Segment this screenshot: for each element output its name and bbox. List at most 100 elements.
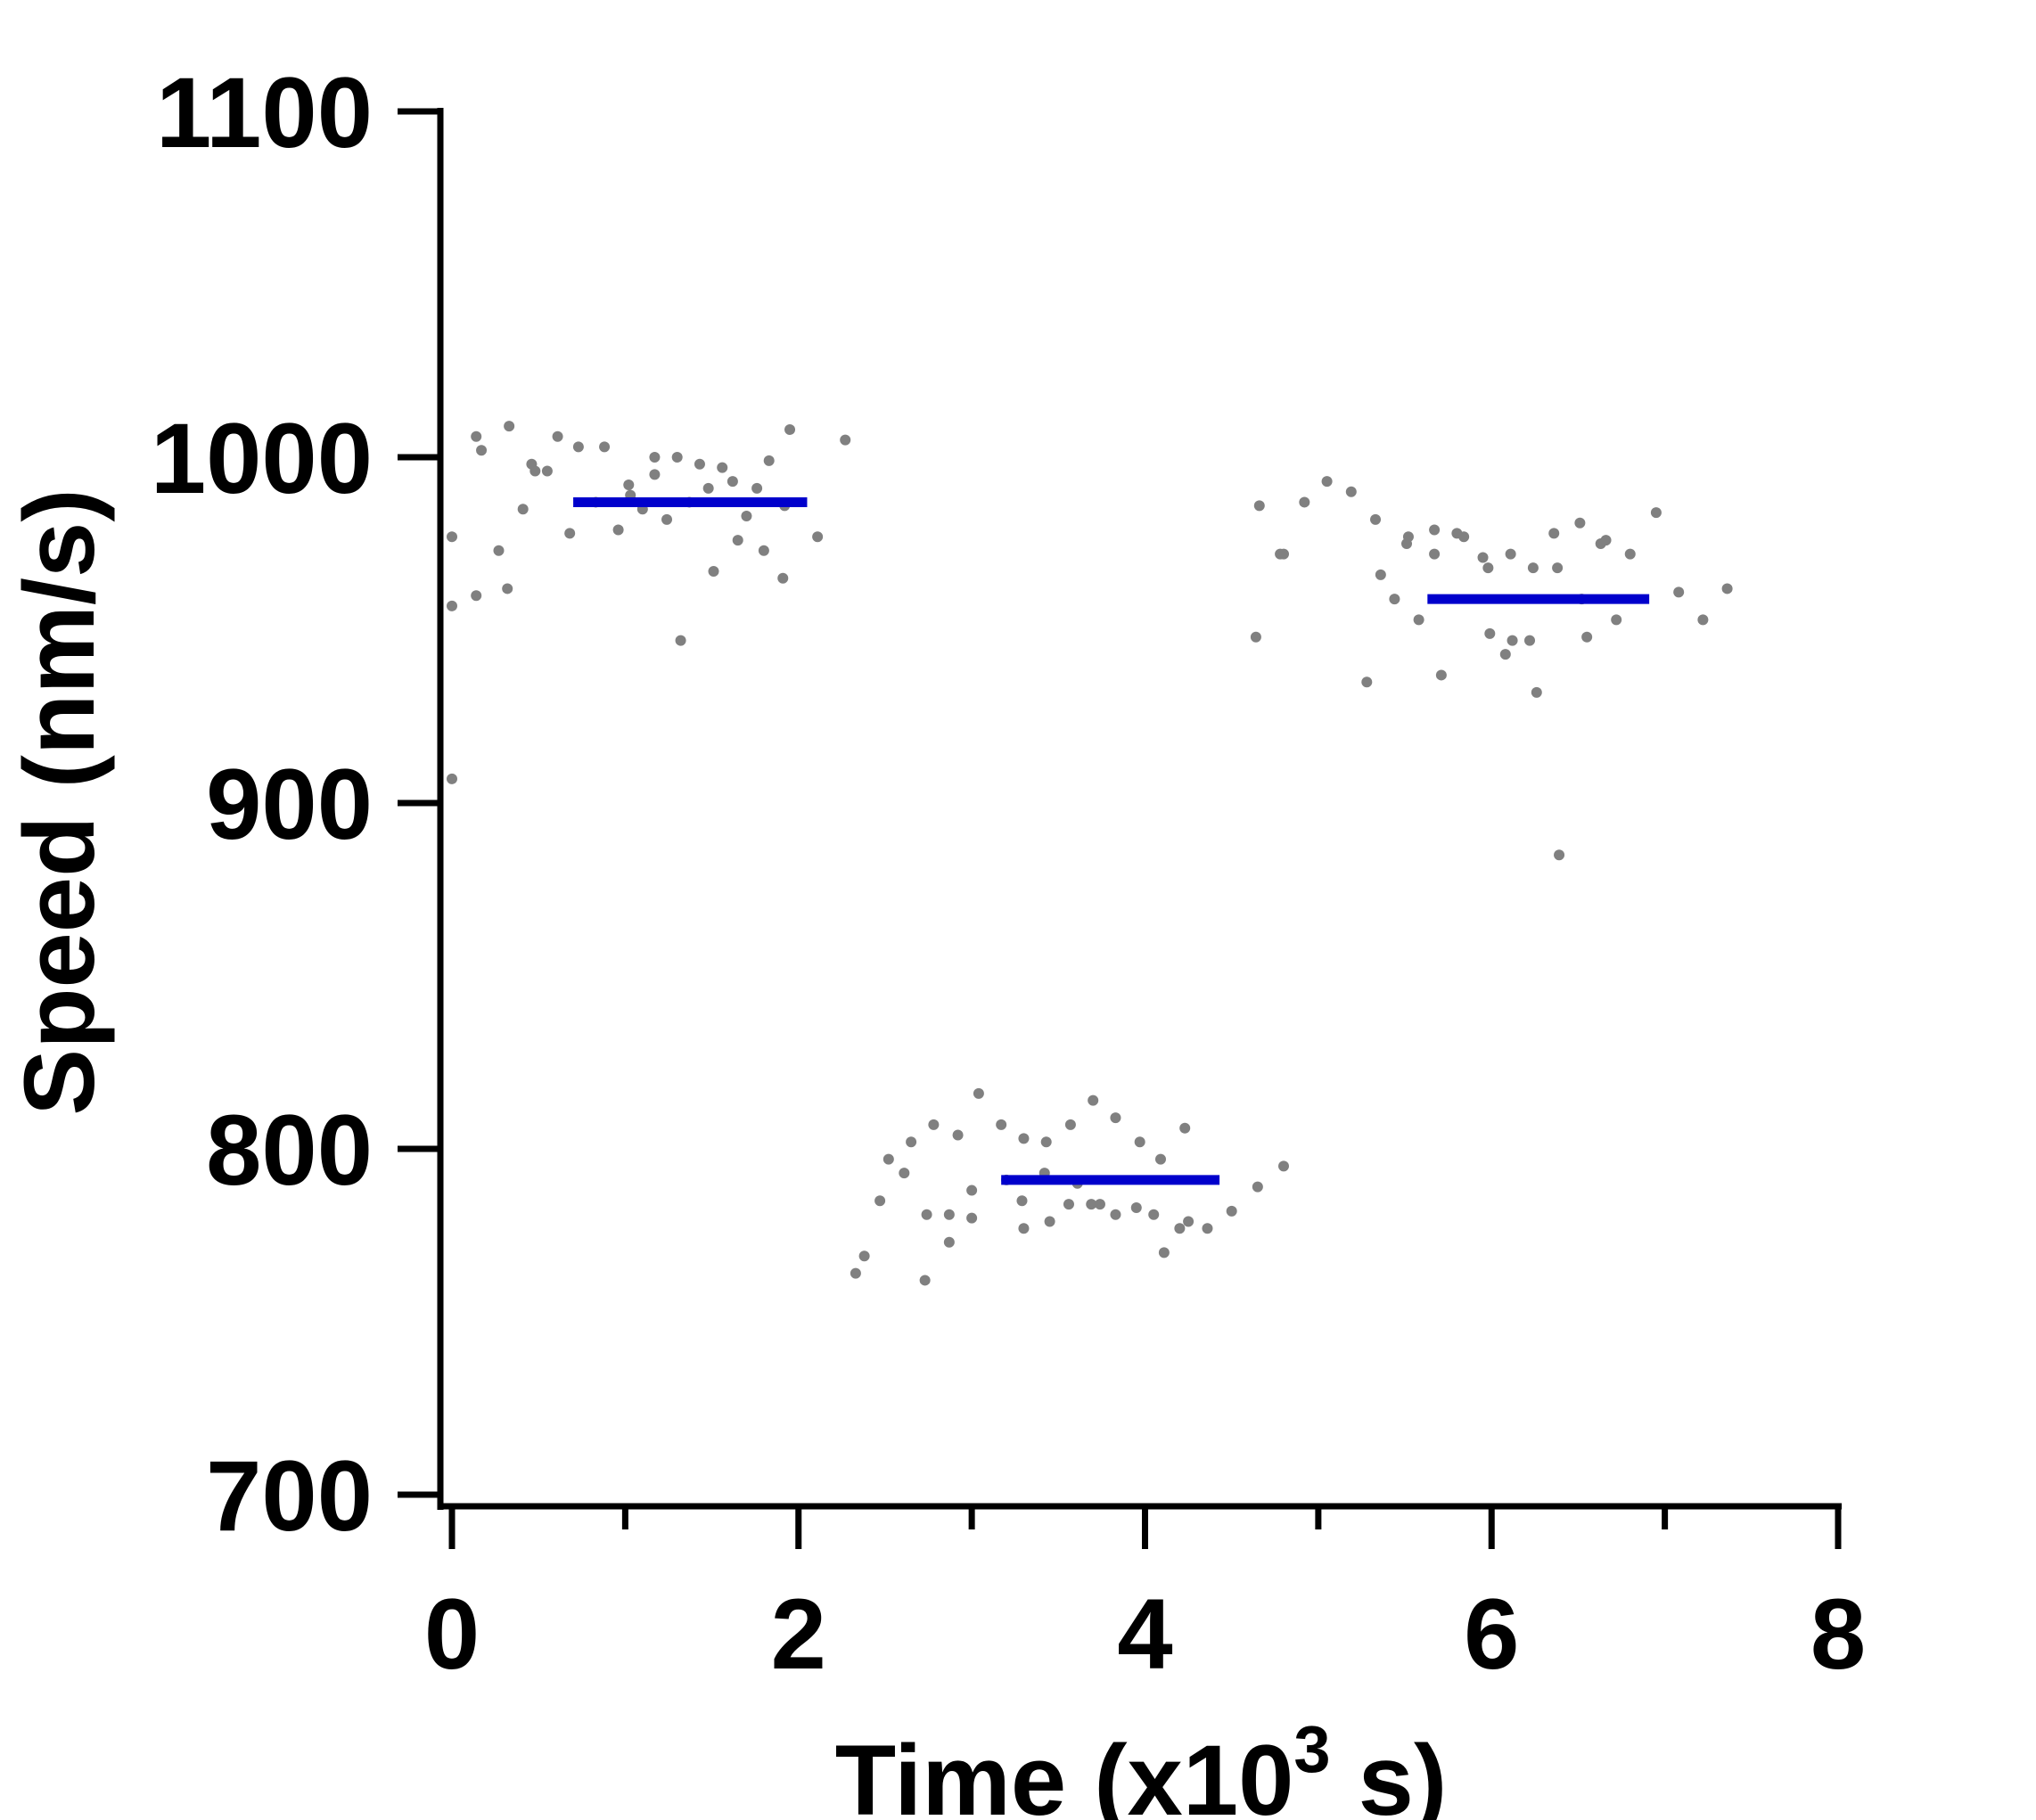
y-tick-label: 700 xyxy=(206,1440,373,1552)
data-point xyxy=(1158,1247,1170,1258)
data-point xyxy=(541,465,553,477)
data-point xyxy=(1673,586,1685,598)
x-tick-label: 8 xyxy=(1810,1578,1866,1690)
data-point xyxy=(694,458,705,470)
data-point xyxy=(858,1250,870,1262)
data-point xyxy=(717,462,728,473)
data-point xyxy=(996,1119,1007,1130)
data-point xyxy=(1429,524,1441,536)
data-point xyxy=(447,600,457,611)
data-point xyxy=(1250,631,1261,643)
data-point xyxy=(1202,1223,1213,1234)
data-point xyxy=(1278,548,1289,560)
data-point xyxy=(943,1209,955,1220)
data-point xyxy=(1183,1216,1195,1227)
data-point xyxy=(727,476,738,488)
data-point xyxy=(447,773,457,784)
data-point xyxy=(1611,614,1622,626)
data-point xyxy=(476,445,488,456)
data-point xyxy=(1527,562,1539,574)
data-point xyxy=(612,524,624,536)
data-point xyxy=(1154,1153,1166,1165)
y-tick-label: 1100 xyxy=(156,57,373,168)
data-point xyxy=(1524,635,1536,646)
data-point xyxy=(649,452,661,463)
data-point xyxy=(1179,1122,1191,1134)
data-point xyxy=(1018,1133,1030,1144)
data-point xyxy=(564,528,576,539)
data-point xyxy=(1016,1195,1028,1207)
data-point xyxy=(874,1195,886,1207)
data-point xyxy=(1552,562,1564,574)
data-point xyxy=(1299,496,1310,508)
data-point xyxy=(840,434,851,446)
data-point xyxy=(973,1087,984,1099)
data-point xyxy=(812,531,824,543)
data-point xyxy=(1581,631,1593,643)
data-point xyxy=(1554,849,1565,861)
data-point xyxy=(732,535,743,546)
data-point xyxy=(1429,548,1441,560)
y-tick-label: 900 xyxy=(206,749,373,860)
data-point xyxy=(1600,535,1612,546)
data-point xyxy=(741,510,752,521)
y-tick-label: 1000 xyxy=(151,403,373,514)
data-point xyxy=(1389,594,1400,605)
data-point xyxy=(1063,1199,1074,1210)
x-axis-title: Time (x103 s) xyxy=(835,1712,1448,1820)
y-tick-label: 800 xyxy=(206,1094,373,1206)
data-point xyxy=(906,1136,917,1148)
data-point xyxy=(1148,1209,1160,1220)
data-point xyxy=(1505,548,1516,560)
data-point xyxy=(671,452,683,463)
data-point xyxy=(1624,548,1636,560)
data-point xyxy=(623,480,635,491)
data-point xyxy=(763,455,775,466)
data-point xyxy=(552,430,563,442)
data-point xyxy=(1345,486,1357,497)
data-point xyxy=(493,545,505,556)
data-point xyxy=(1134,1136,1145,1148)
data-point xyxy=(919,1275,931,1286)
data-point xyxy=(661,513,673,525)
mean-lines xyxy=(573,496,1650,1185)
data-point xyxy=(708,566,719,578)
data-point xyxy=(1174,1223,1186,1234)
data-point xyxy=(952,1129,964,1141)
data-point xyxy=(758,545,769,556)
data-point xyxy=(1499,649,1511,660)
data-point xyxy=(1482,562,1494,574)
data-point xyxy=(675,635,686,646)
data-point xyxy=(1278,1160,1289,1172)
x-tick-label: 6 xyxy=(1464,1578,1519,1690)
data-point xyxy=(1018,1223,1030,1234)
data-point xyxy=(447,531,457,543)
data-point xyxy=(1402,531,1414,543)
data-point xyxy=(1086,1199,1097,1210)
data-point xyxy=(1697,614,1709,626)
data-point xyxy=(1044,1216,1055,1227)
data-point xyxy=(649,469,661,480)
data-point xyxy=(1548,528,1560,539)
data-point xyxy=(471,430,482,442)
x-tick-labels: 0 2 4 6 8 xyxy=(424,1578,1866,1690)
data-point xyxy=(1130,1201,1142,1213)
data-point xyxy=(1375,569,1386,580)
data-point xyxy=(471,590,482,602)
x-tick-label: 2 xyxy=(771,1578,826,1690)
data-point xyxy=(1110,1112,1121,1124)
data-point xyxy=(502,583,513,594)
x-tick-label: 4 xyxy=(1117,1578,1172,1690)
data-point xyxy=(1506,635,1518,646)
data-point xyxy=(921,1209,932,1220)
data-point xyxy=(1253,500,1265,512)
data-point xyxy=(1370,513,1382,525)
data-point xyxy=(928,1119,940,1130)
data-point xyxy=(1721,583,1733,594)
data-point xyxy=(1531,686,1542,698)
data-point xyxy=(517,504,529,515)
data-point xyxy=(784,423,796,435)
data-point xyxy=(751,482,763,494)
data-point xyxy=(702,482,714,494)
